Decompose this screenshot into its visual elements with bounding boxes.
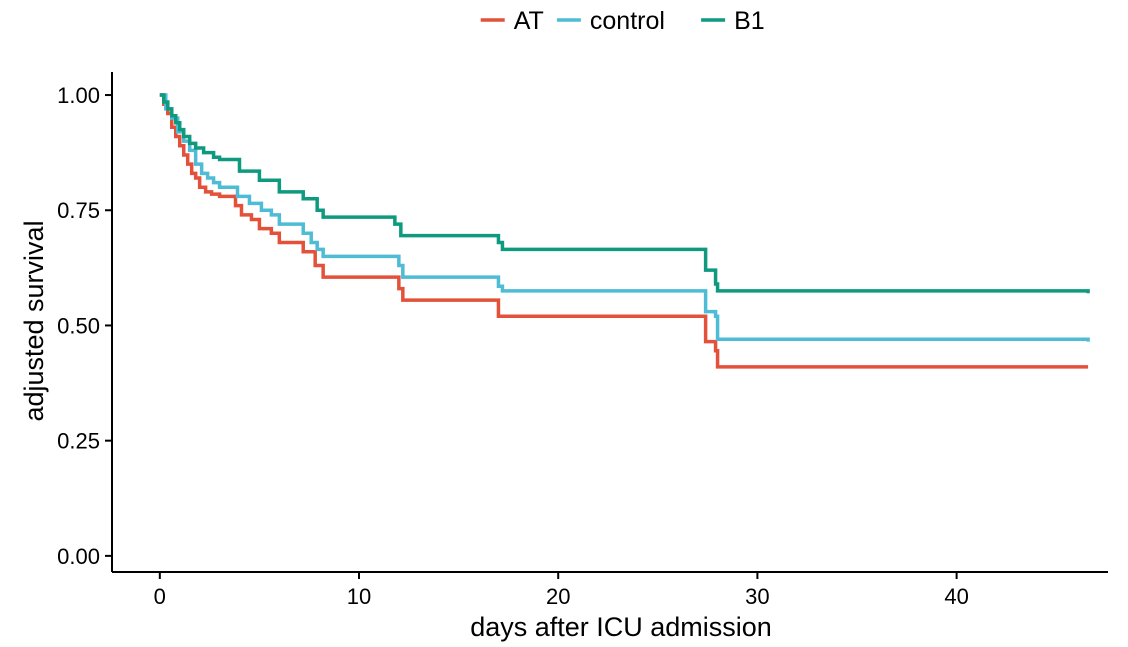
y-axis-title: adjusted survival: [19, 220, 49, 421]
series-line-b1: [159, 93, 1090, 294]
legend: AT control B1: [480, 7, 765, 35]
x-axis-title: days after ICU admission: [470, 612, 772, 642]
y-tick-label: 0.75: [57, 198, 100, 223]
x-tick-label: 20: [546, 584, 570, 609]
series-line-control: [159, 93, 1090, 342]
x-tick-label: 40: [944, 584, 968, 609]
y-tick-label: 0.00: [57, 544, 100, 569]
legend-label-control: control: [590, 7, 665, 35]
y-tick-label: 0.50: [57, 313, 100, 338]
legend-label-at: AT: [514, 7, 544, 35]
x-axis-ticks: 0 10 20 30 40: [154, 572, 969, 609]
y-tick-label: 1.00: [57, 83, 100, 108]
y-tick-label: 0.25: [57, 429, 100, 454]
y-axis-ticks: 0.00 0.25 0.50 0.75 1.00: [57, 83, 112, 569]
x-tick-label: 0: [154, 584, 166, 609]
series-line-at: [159, 93, 1089, 369]
legend-label-b1: B1: [734, 7, 765, 35]
x-tick-label: 10: [347, 584, 371, 609]
x-tick-label: 30: [745, 584, 769, 609]
plot-lines: [159, 93, 1090, 369]
